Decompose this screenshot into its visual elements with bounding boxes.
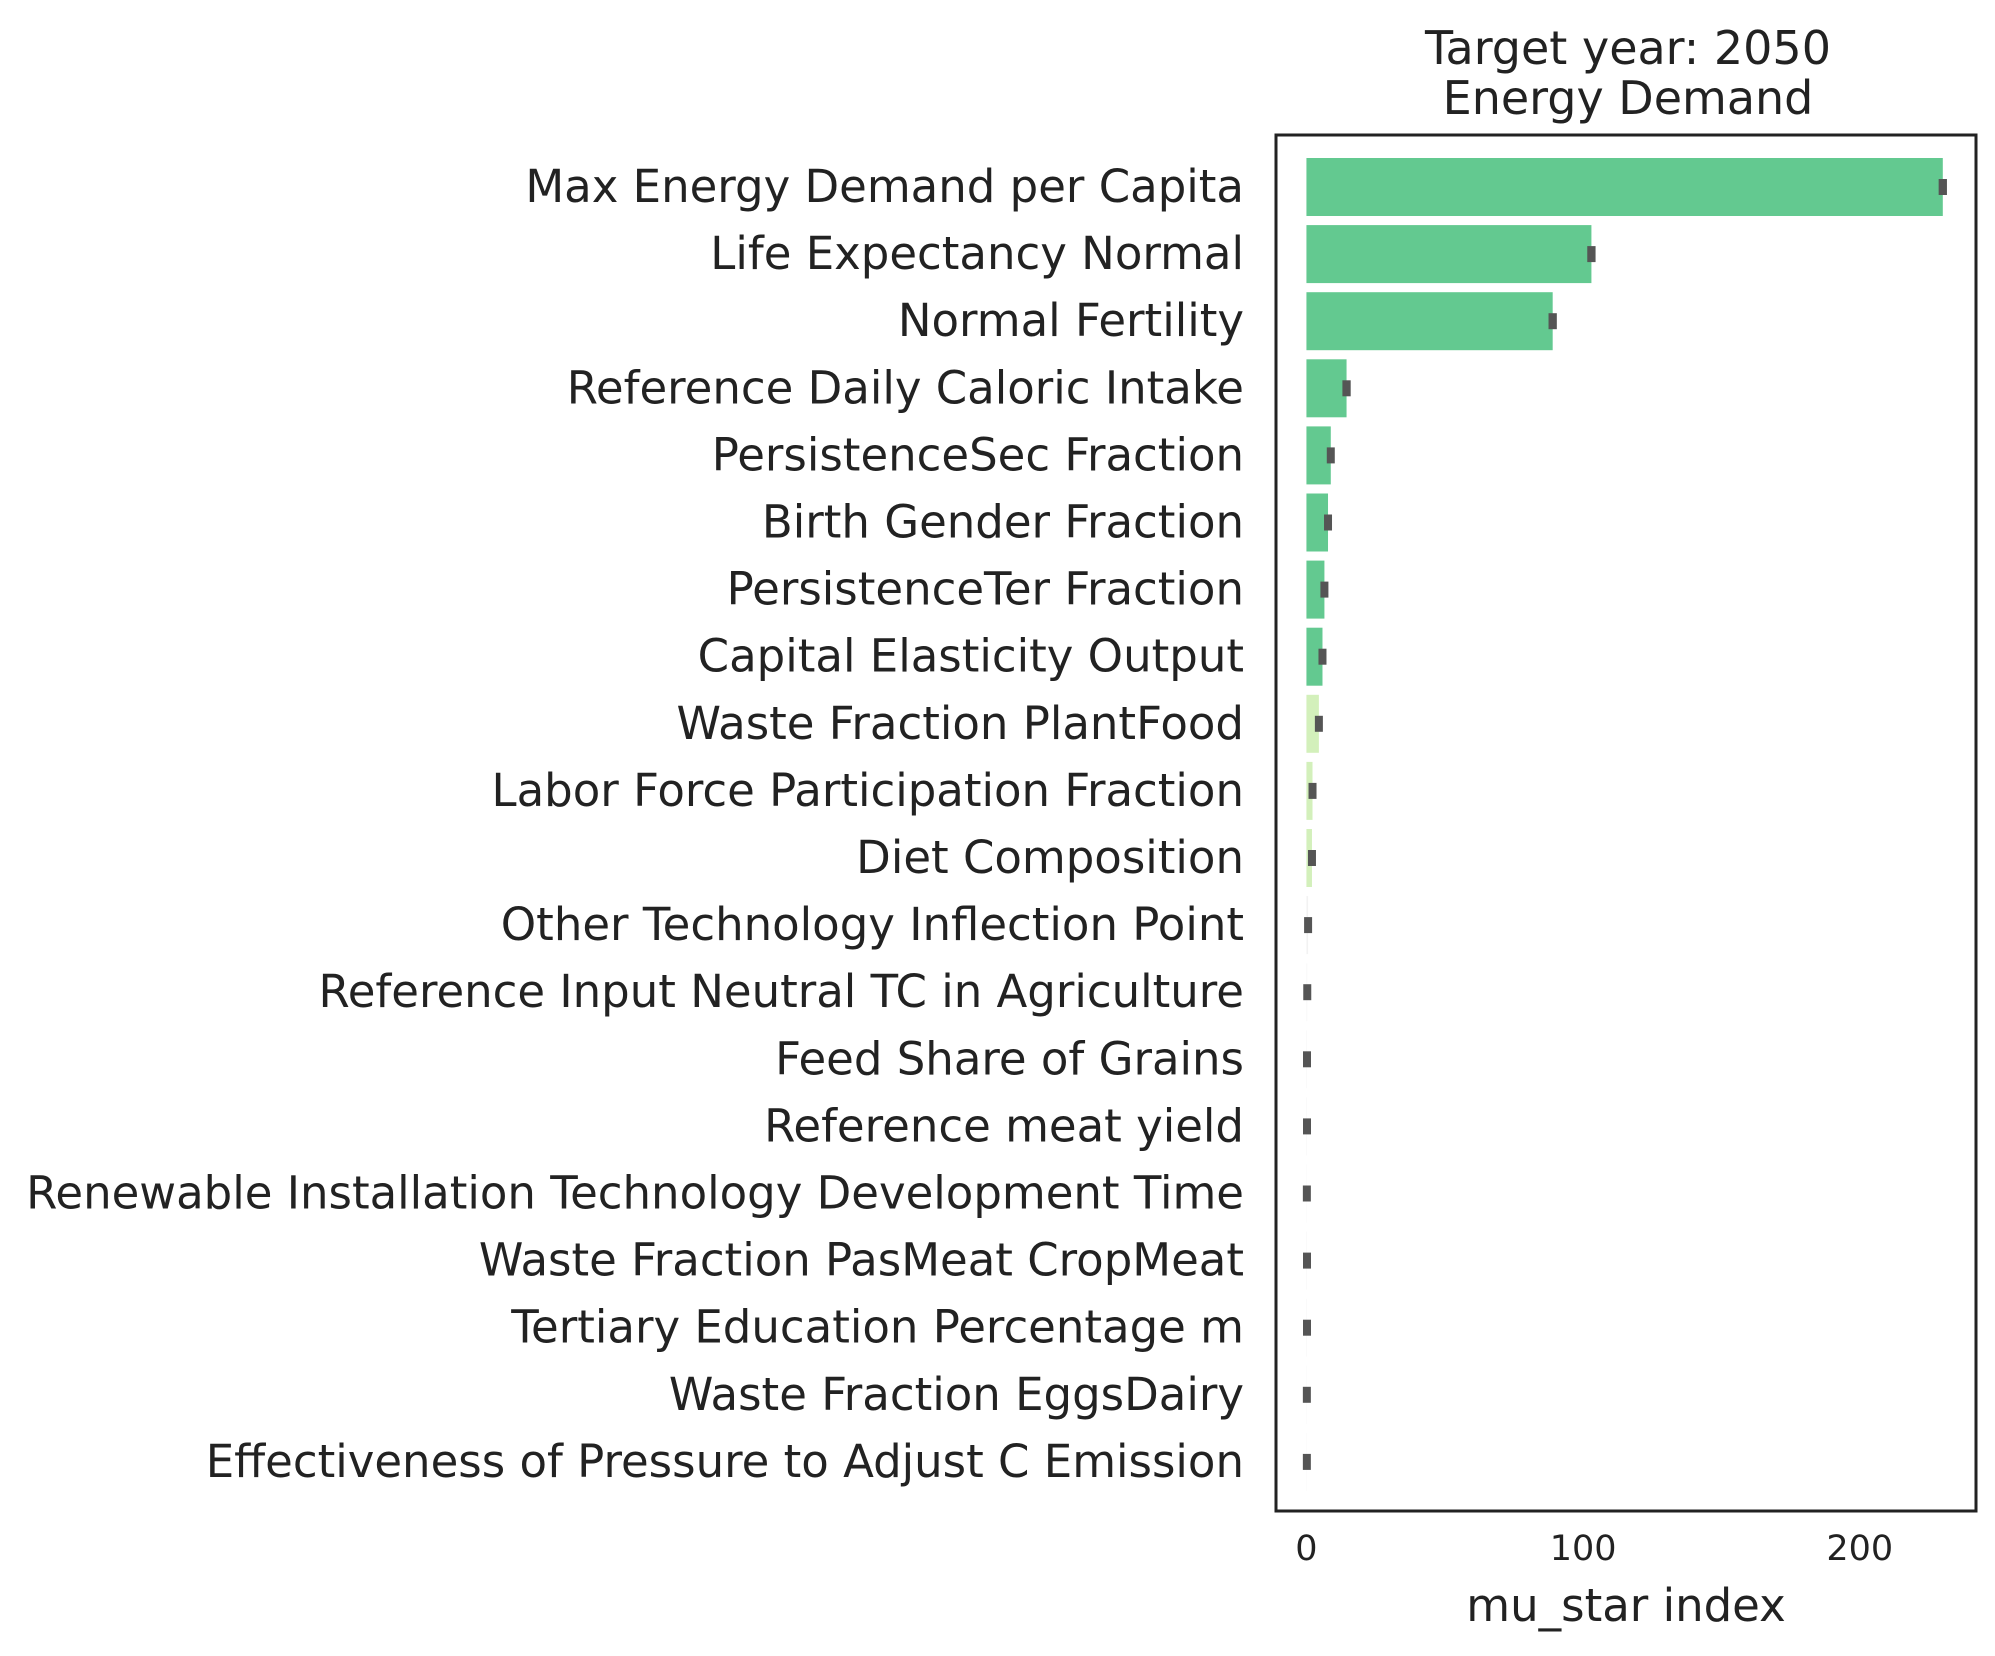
category-label: Effectiveness of Pressure to Adjust C Em… xyxy=(206,1435,1244,1488)
category-label: PersistenceTer Fraction xyxy=(727,563,1244,616)
bar xyxy=(1306,694,1319,753)
plot-frame xyxy=(1274,133,1978,1513)
bar xyxy=(1306,627,1323,686)
bar xyxy=(1306,225,1592,284)
x-axis-ticks: 0 100 200 xyxy=(1295,1529,1893,1569)
category-label: Waste Fraction PasMeat CropMeat xyxy=(479,1234,1244,1287)
category-label: Feed Share of Grains xyxy=(775,1032,1244,1085)
bars-layer xyxy=(1302,158,1947,1491)
category-label: Reference Input Neutral TC in Agricultur… xyxy=(318,965,1244,1018)
x-tick-label: 200 xyxy=(1826,1529,1893,1569)
category-labels: Max Energy Demand per Capita Life Expecta… xyxy=(26,160,1244,1488)
bar xyxy=(1306,359,1347,418)
category-label: Normal Fertility xyxy=(898,294,1244,347)
x-axis-label: mu_star index xyxy=(1466,1579,1785,1632)
category-label: Diet Composition xyxy=(856,831,1244,884)
bar xyxy=(1306,426,1331,485)
category-label: PersistenceSec Fraction xyxy=(712,428,1244,481)
category-label: Tertiary Education Percentage m xyxy=(510,1301,1244,1354)
category-label: Max Energy Demand per Capita xyxy=(525,160,1244,213)
category-label: Reference Daily Caloric Intake xyxy=(567,361,1244,414)
bar xyxy=(1306,493,1329,552)
chart-subtitle: Energy Demand xyxy=(1443,71,1814,125)
chart-title: Target year: 2050 xyxy=(1424,21,1831,75)
x-tick-label: 100 xyxy=(1550,1529,1617,1569)
category-label: Renewable Installation Technology Develo… xyxy=(26,1167,1244,1220)
category-label: Birth Gender Fraction xyxy=(762,496,1244,549)
category-label: Capital Elasticity Output xyxy=(698,630,1244,683)
category-label: Labor Force Participation Fraction xyxy=(492,764,1244,817)
bar xyxy=(1306,292,1553,351)
category-label: Other Technology Inflection Point xyxy=(501,898,1244,951)
bar xyxy=(1306,158,1943,216)
category-label: Waste Fraction EggsDairy xyxy=(669,1368,1244,1421)
bar xyxy=(1306,560,1325,619)
category-label: Life Expectancy Normal xyxy=(710,227,1244,280)
x-tick-label: 0 xyxy=(1295,1529,1317,1569)
category-label: Waste Fraction PlantFood xyxy=(677,697,1245,750)
category-label: Reference meat yield xyxy=(764,1099,1244,1152)
